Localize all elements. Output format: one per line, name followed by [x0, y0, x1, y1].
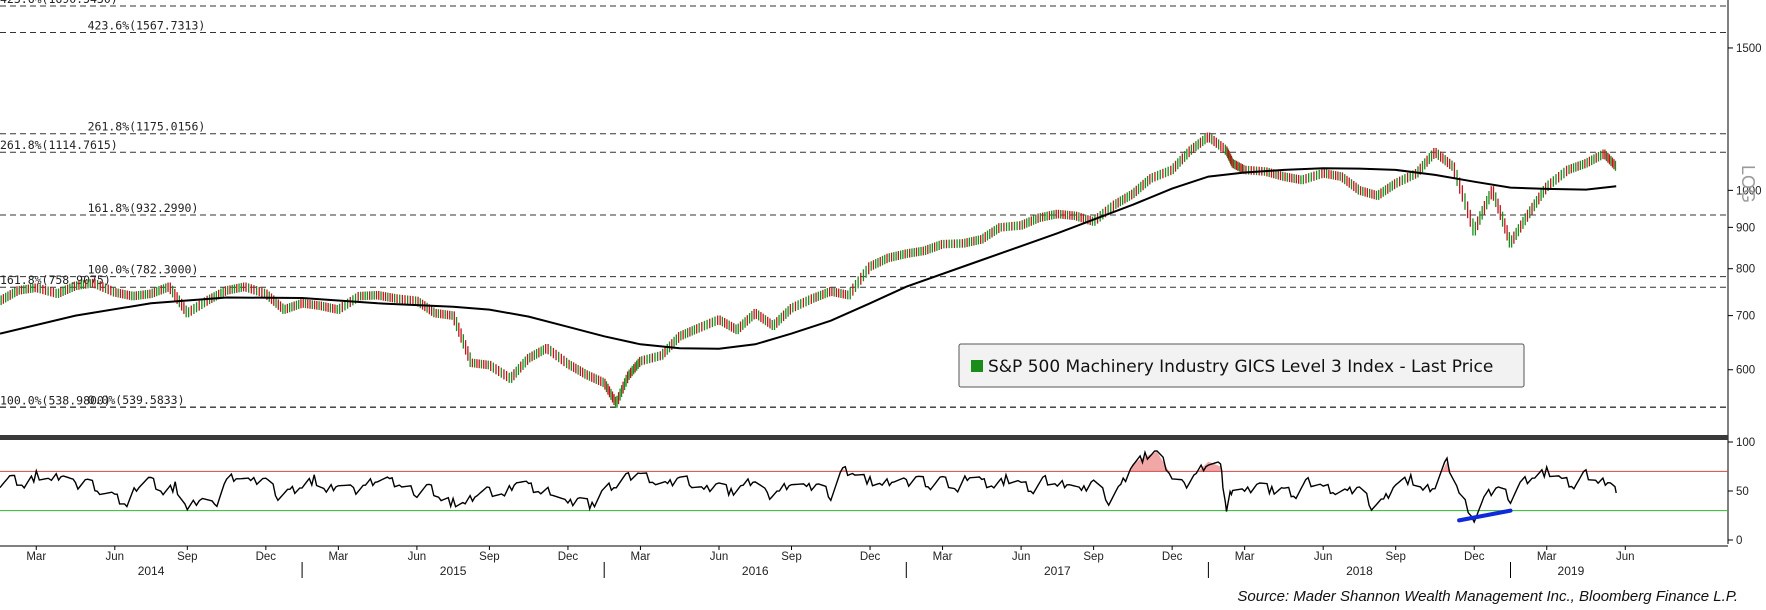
- fib-level-label: 423.6%(1690.5430): [0, 0, 118, 6]
- rsi-line: [0, 449, 1617, 524]
- month-tick-label: Jun: [1314, 551, 1333, 563]
- fib-level-label: 161.8%(758.9075): [0, 273, 111, 287]
- fib-level-label: 100.0%(538.9800): [0, 393, 111, 407]
- month-tick-label: Jun: [1616, 551, 1635, 563]
- month-tick-label: Jun: [408, 551, 427, 563]
- fib-level-label: 161.8%(932.2990): [88, 201, 199, 215]
- year-label: 2014: [138, 564, 165, 578]
- year-label: 2016: [742, 564, 769, 578]
- fib-level-label: 0.0%(539.5833): [88, 393, 185, 407]
- month-tick-label: Dec: [1464, 551, 1485, 563]
- month-tick-label: Mar: [328, 551, 348, 563]
- year-label: 2017: [1044, 564, 1071, 578]
- rsi-tick-label: 50: [1736, 486, 1749, 498]
- month-tick-label: Sep: [1083, 551, 1103, 563]
- year-label: 2019: [1558, 564, 1585, 578]
- legend-box: S&P 500 Machinery Industry GICS Level 3 …: [958, 343, 1525, 388]
- month-tick-label: Mar: [1537, 551, 1557, 563]
- month-tick-label: Sep: [1385, 551, 1405, 563]
- month-tick-label: Dec: [558, 551, 579, 563]
- legend-swatch: [971, 360, 983, 372]
- log-scale-label: LOG: [1738, 165, 1758, 203]
- price-tick-label: 900: [1736, 222, 1755, 234]
- price-tick-label: 800: [1736, 264, 1755, 276]
- fib-level-label: 100.0%(782.3000): [88, 263, 199, 277]
- month-tick-label: Dec: [256, 551, 277, 563]
- month-tick-label: Dec: [1162, 551, 1183, 563]
- price-tick-label: 1000: [1736, 185, 1762, 197]
- x-axis: Mar Jun Sep Dec Mar Jun Sep Dec Mar Jun Sep Dec Mar J…: [0, 545, 1728, 578]
- price-tick-label: 1500: [1736, 43, 1762, 55]
- month-tick-label: Sep: [781, 551, 801, 563]
- month-tick-label: Mar: [26, 551, 46, 563]
- panel-divider[interactable]: [0, 435, 1728, 440]
- fib-level-label: 261.8%(1175.0156): [88, 120, 206, 134]
- month-tick-label: Jun: [106, 551, 125, 563]
- year-label: 2018: [1346, 564, 1373, 578]
- moving-average-line: [0, 167, 1617, 350]
- source-note: Source: Mader Shannon Wealth Management …: [1237, 588, 1738, 605]
- rsi-tick-label: 100: [1736, 437, 1755, 449]
- price-panel: 423.6%(1690.5430) 423.6%(1567.7313) 261.8%…: [0, 0, 1762, 544]
- rsi-tick-label: 0: [1736, 535, 1742, 547]
- month-tick-label: Jun: [710, 551, 729, 563]
- legend-label: S&P 500 Machinery Industry GICS Level 3 …: [988, 357, 1493, 377]
- price-tick-label: 600: [1736, 365, 1755, 377]
- month-tick-label: Jun: [1012, 551, 1031, 563]
- month-tick-label: Mar: [1235, 551, 1255, 563]
- month-tick-label: Mar: [933, 551, 953, 563]
- price-tick-label: 700: [1736, 311, 1755, 323]
- month-tick-label: Mar: [631, 551, 651, 563]
- fib-level-label: 423.6%(1567.7313): [88, 18, 206, 32]
- overbought-fill: [0, 451, 1617, 472]
- month-tick-label: Dec: [860, 551, 881, 563]
- year-label: 2015: [440, 564, 467, 578]
- divergence-line: [1457, 508, 1513, 523]
- month-tick-label: Sep: [479, 551, 499, 563]
- month-tick-label: Sep: [177, 551, 197, 563]
- rsi-panel: 0 50 100: [0, 437, 1755, 547]
- divider-bar[interactable]: [0, 435, 1728, 440]
- fib-level-label: 261.8%(1114.7615): [0, 138, 118, 152]
